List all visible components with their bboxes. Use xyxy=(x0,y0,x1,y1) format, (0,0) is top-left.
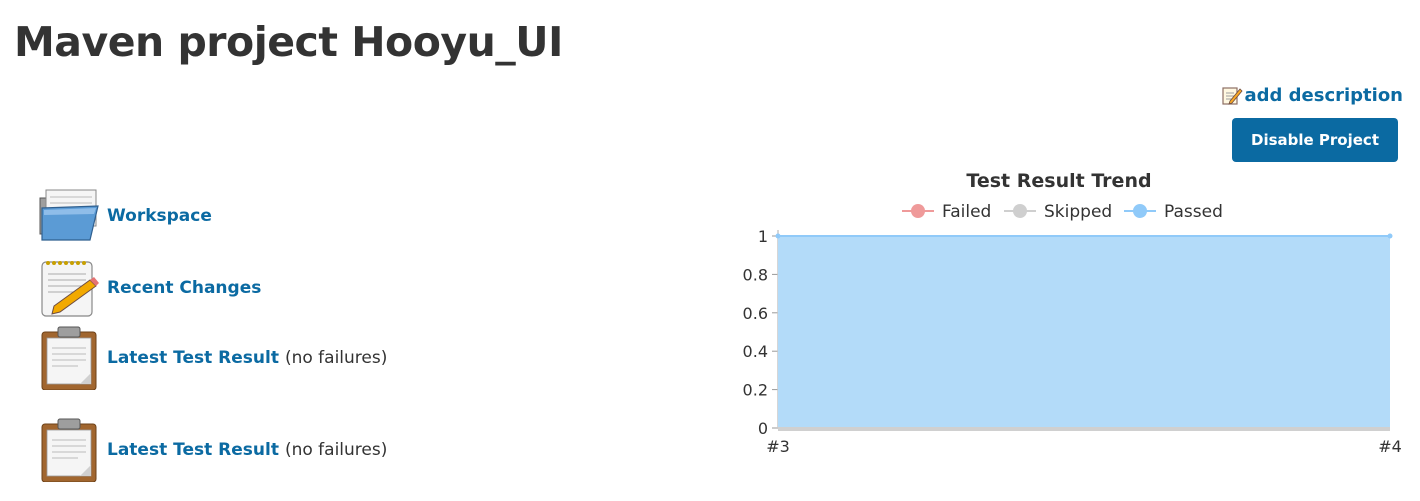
chart-plot-area xyxy=(775,233,1393,429)
legend-item-failed[interactable]: Failed xyxy=(902,202,991,222)
legend-marker xyxy=(911,204,925,218)
y-tick-label: 0.6 xyxy=(743,304,768,323)
task-latest-test-result-1: Latest Test Result (no failures) xyxy=(36,326,387,390)
recent-changes-link[interactable]: Recent Changes xyxy=(107,278,262,298)
test-result-note: (no failures) xyxy=(284,348,388,368)
page-title: Maven project Hooyu_UI xyxy=(14,18,563,66)
y-tick-label: 0.8 xyxy=(743,265,768,284)
x-tick-label: #3 xyxy=(766,437,790,456)
notepad-icon xyxy=(41,261,99,317)
y-tick-label: 1 xyxy=(758,227,768,246)
clipboard-icon xyxy=(41,418,97,482)
legend-label: Failed xyxy=(942,202,991,222)
legend-label: Passed xyxy=(1164,202,1223,222)
chart-title: Test Result Trend xyxy=(966,170,1151,192)
add-description-label: add description xyxy=(1244,84,1403,106)
y-tick-label: 0.2 xyxy=(743,381,768,400)
task-latest-test-result-2: Latest Test Result (no failures) xyxy=(36,418,387,482)
workspace-link[interactable]: Workspace xyxy=(107,206,212,226)
edit-note-icon xyxy=(1222,87,1243,105)
test-result-note: (no failures) xyxy=(284,440,388,460)
x-axis: #3 #4 xyxy=(766,427,1402,456)
legend-marker xyxy=(1013,204,1027,218)
latest-test-result-link[interactable]: Latest Test Result xyxy=(107,348,279,368)
chart-legend: Failed Skipped Passed xyxy=(902,202,1223,222)
latest-test-result-link[interactable]: Latest Test Result xyxy=(107,440,279,460)
y-tick-label: 0 xyxy=(758,419,768,438)
data-point-passed[interactable] xyxy=(775,233,781,239)
data-point-passed[interactable] xyxy=(1387,233,1393,239)
folder-icon xyxy=(39,189,99,241)
test-result-trend-chart: Test Result Trend Failed Skipped Passed 00… xyxy=(743,170,1402,456)
y-axis: 0 0.2 0.4 0.6 0.8 1 xyxy=(743,227,779,438)
add-description-link[interactable]: add description xyxy=(1221,84,1403,106)
y-tick-label: 0.4 xyxy=(743,342,768,361)
legend-label: Skipped xyxy=(1044,202,1112,222)
legend-item-passed[interactable]: Passed xyxy=(1124,202,1223,222)
x-tick-label: #4 xyxy=(1378,437,1402,456)
series-area-passed xyxy=(778,236,1390,428)
disable-project-button[interactable]: Disable Project xyxy=(1232,118,1398,162)
legend-marker xyxy=(1133,204,1147,218)
task-workspace: Workspace xyxy=(36,184,212,248)
clipboard-icon xyxy=(41,326,97,390)
legend-item-skipped[interactable]: Skipped xyxy=(1004,202,1112,222)
task-recent-changes: Recent Changes xyxy=(36,256,261,320)
